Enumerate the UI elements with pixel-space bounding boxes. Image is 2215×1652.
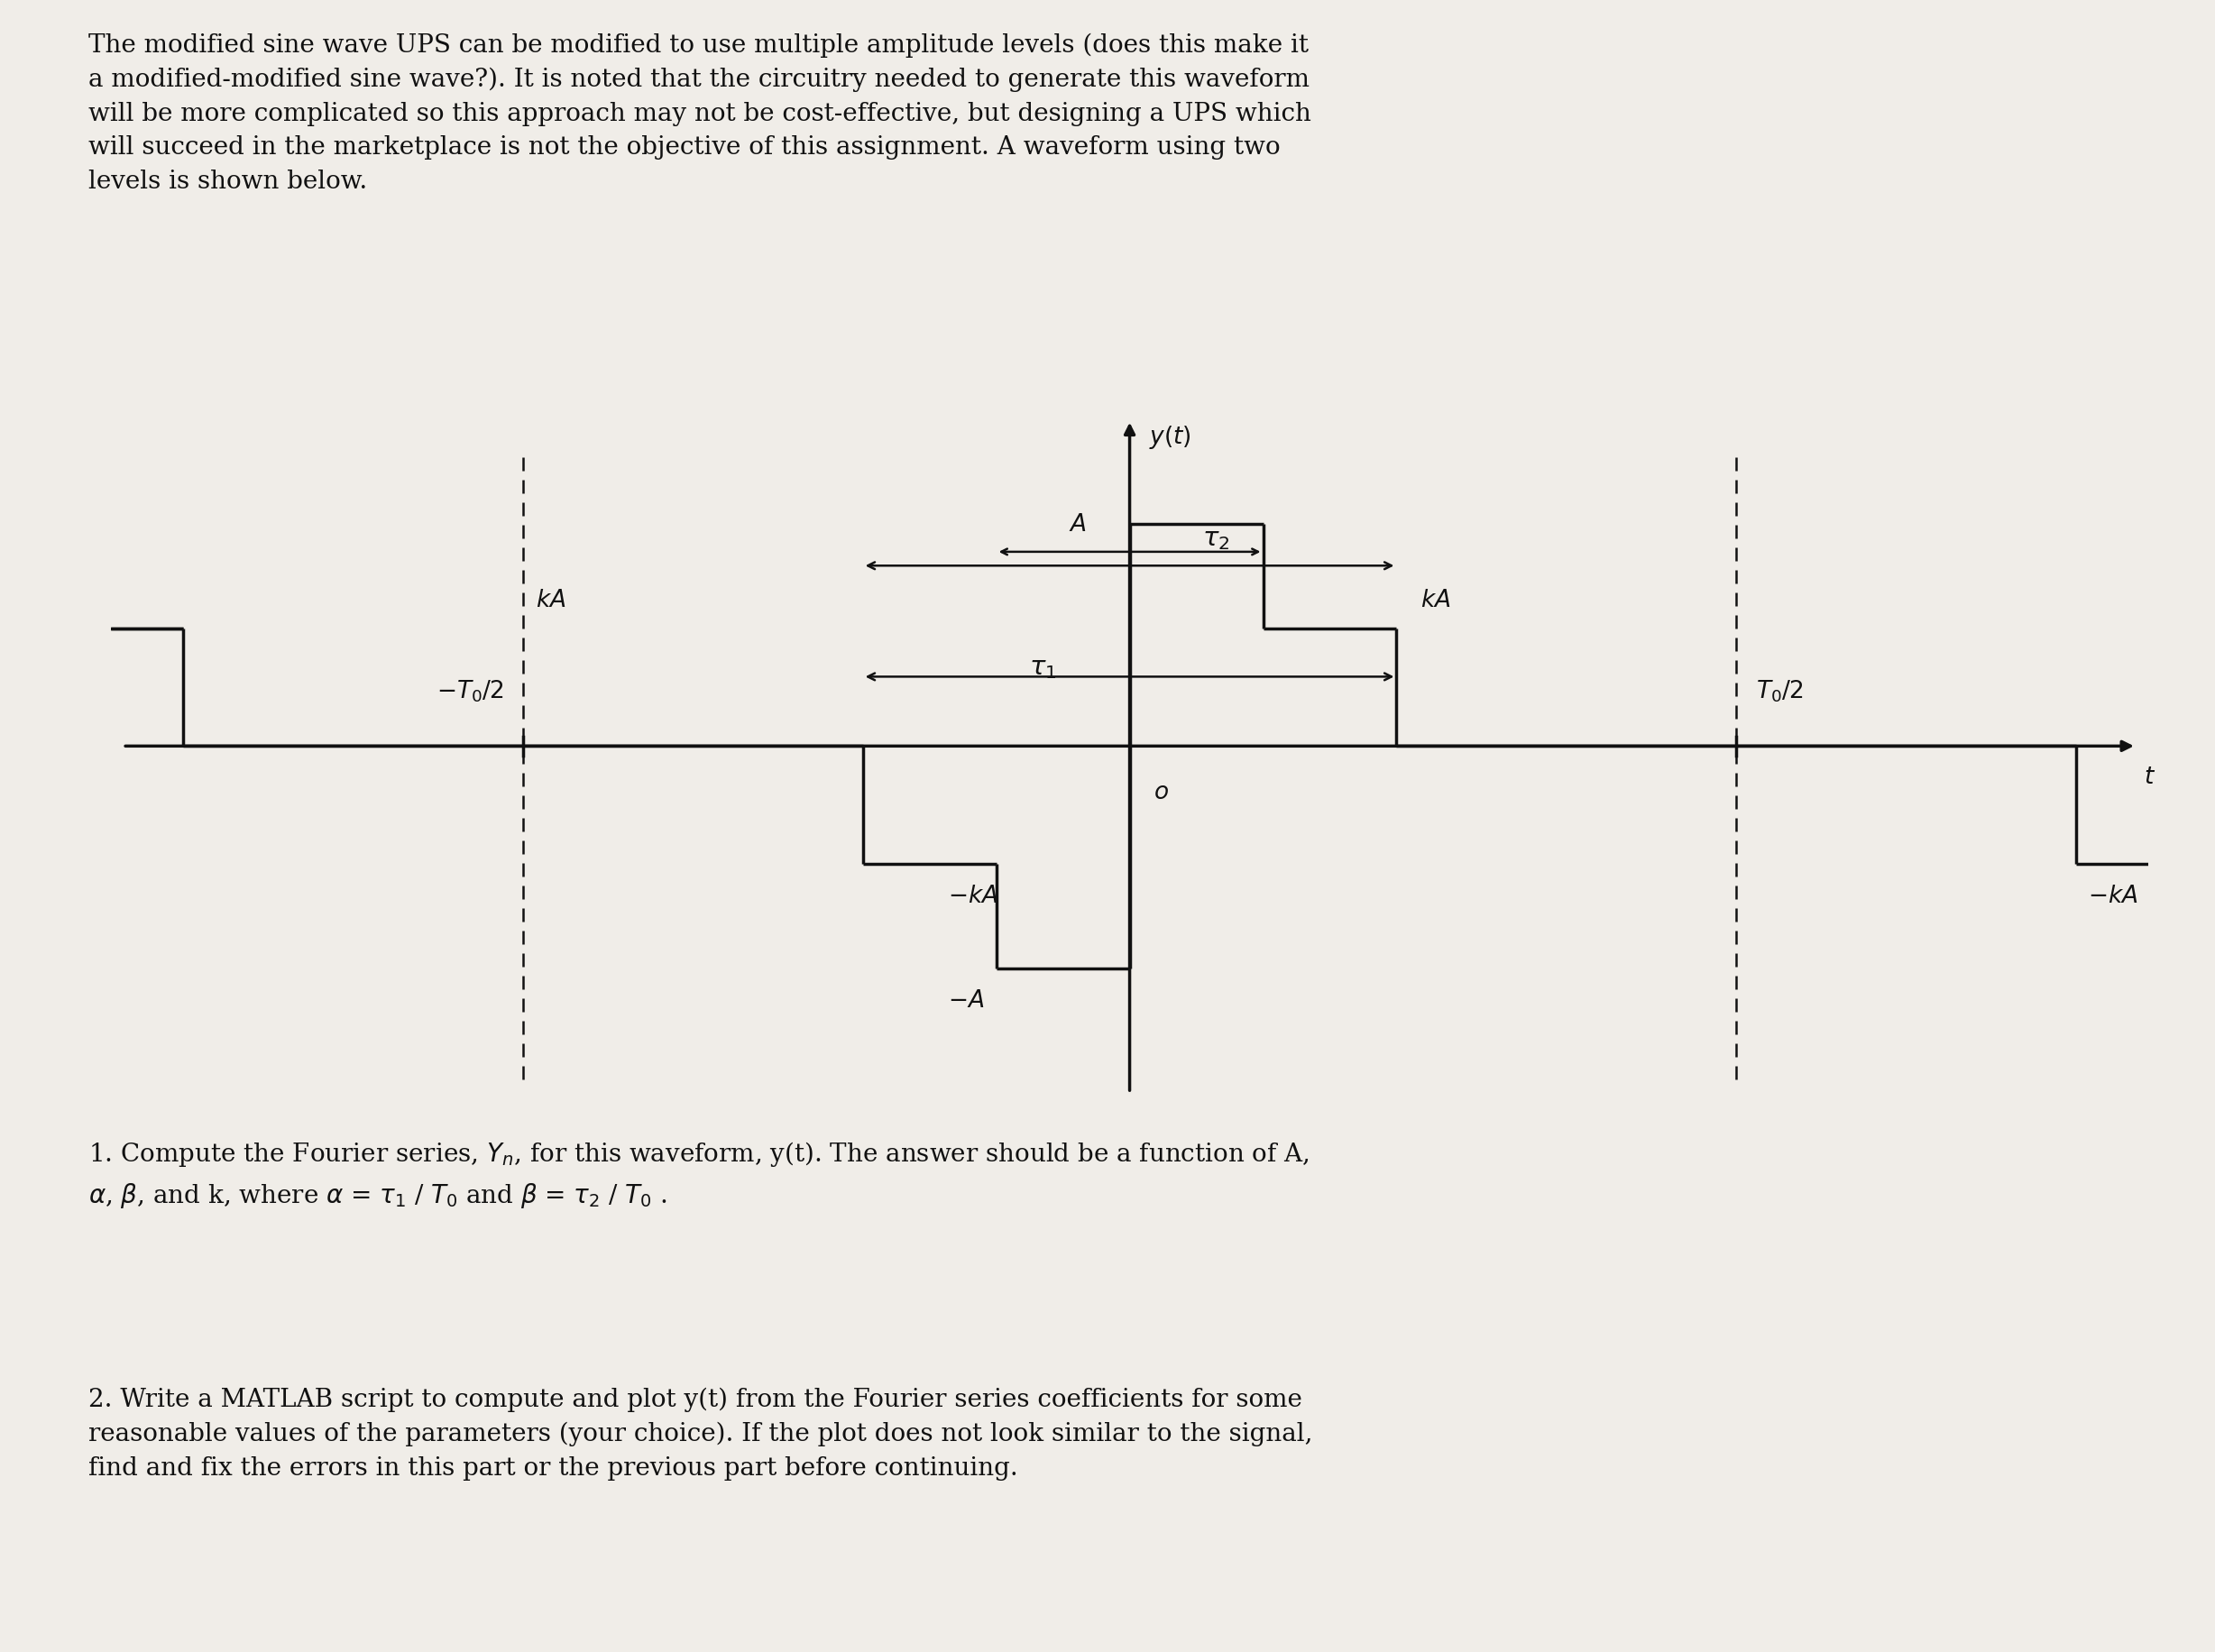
Text: $kA$: $kA$ xyxy=(1420,588,1451,611)
Text: $\tau_2$: $\tau_2$ xyxy=(1203,527,1229,552)
Text: $t$: $t$ xyxy=(2144,765,2155,788)
Text: $-T_0/2$: $-T_0/2$ xyxy=(436,679,503,704)
Text: $kA$: $kA$ xyxy=(536,588,565,611)
Text: $-kA$: $-kA$ xyxy=(2089,885,2137,907)
Text: $y(t)$: $y(t)$ xyxy=(1150,425,1192,451)
Text: 2. Write a MATLAB script to compute and plot y(t) from the Fourier series coeffi: 2. Write a MATLAB script to compute and … xyxy=(89,1388,1313,1480)
Text: The modified sine wave UPS can be modified to use multiple amplitude levels (doe: The modified sine wave UPS can be modifi… xyxy=(89,33,1311,193)
Text: $-A$: $-A$ xyxy=(948,990,983,1011)
Text: 1. Compute the Fourier series, $Y_n$, for this waveform, y(t). The answer should: 1. Compute the Fourier series, $Y_n$, fo… xyxy=(89,1140,1309,1211)
Text: $-kA$: $-kA$ xyxy=(948,885,997,907)
Text: $A$: $A$ xyxy=(1068,512,1085,535)
Text: $\tau_1$: $\tau_1$ xyxy=(1030,656,1057,681)
Text: $T_0/2$: $T_0/2$ xyxy=(1756,679,1803,704)
Text: $o$: $o$ xyxy=(1154,781,1170,803)
